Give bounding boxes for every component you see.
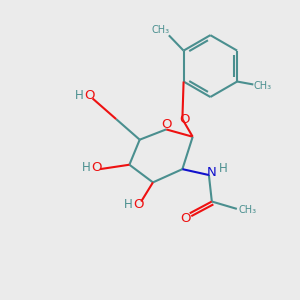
Text: N: N: [206, 166, 216, 179]
Text: H: H: [124, 198, 132, 211]
Text: H: H: [82, 161, 91, 174]
Text: O: O: [92, 161, 102, 174]
Text: O: O: [84, 89, 95, 102]
Text: H: H: [219, 162, 228, 175]
Text: O: O: [179, 113, 190, 126]
Text: CH₃: CH₃: [238, 206, 256, 215]
Text: O: O: [133, 198, 143, 211]
Text: H: H: [75, 89, 84, 102]
Text: O: O: [180, 212, 190, 225]
Text: O: O: [161, 118, 171, 130]
Text: CH₃: CH₃: [152, 25, 170, 35]
Text: CH₃: CH₃: [254, 81, 272, 91]
